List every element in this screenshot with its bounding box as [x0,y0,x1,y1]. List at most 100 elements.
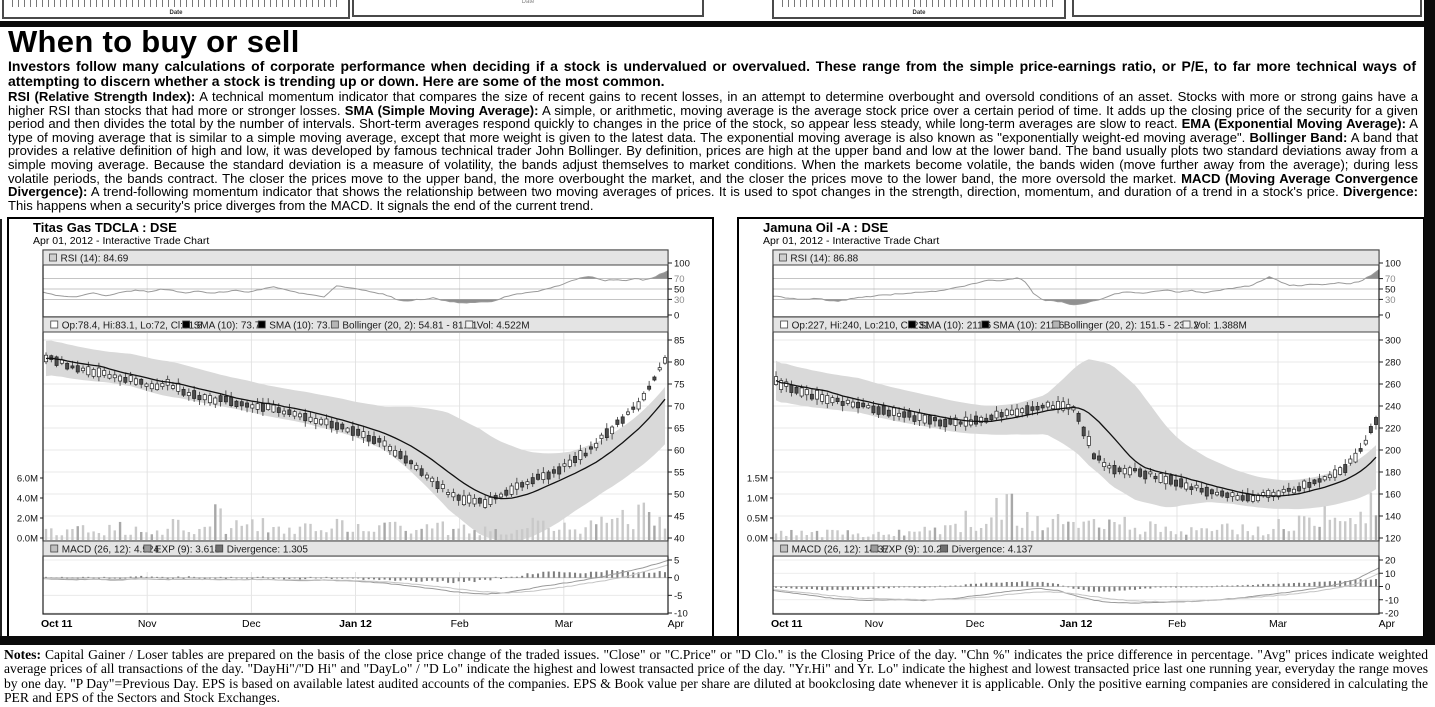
svg-text:80: 80 [674,358,685,369]
svg-text:Op:227, Hi:240, Lo:210, Cl:231: Op:227, Hi:240, Lo:210, Cl:231 [792,321,930,332]
svg-text:Bollinger (20, 2): 151.5 - 235: Bollinger (20, 2): 151.5 - 235.2 [1064,321,1200,332]
svg-text:0: 0 [1385,311,1390,322]
macd-legend-bar [772,540,1380,557]
notes-paragraph: Notes: Capital Gainer / Loser tables are… [4,647,1428,705]
chart-subtitle: Apr 01, 2012 - Interactive Trade Chart [33,235,210,247]
svg-text:240: 240 [1385,402,1401,413]
date-axis-label: Date [912,10,926,16]
svg-text:SMA (10): 211.6: SMA (10): 211.6 [993,321,1065,332]
sma-line [45,357,666,500]
svg-text:1.5M: 1.5M [747,474,768,485]
legend-swatch [215,544,224,553]
svg-text:Bollinger (20, 2): 54.81 - 81.: Bollinger (20, 2): 54.81 - 81.31 [342,321,478,332]
svg-text:SMA (10): 73.7: SMA (10): 73.7 [194,321,261,332]
svg-text:50: 50 [674,490,685,501]
svg-text:Jan 12: Jan 12 [339,618,372,630]
svg-text:70: 70 [1385,274,1396,285]
macd-legend-bar [42,540,669,557]
svg-text:Dec: Dec [966,618,985,630]
intro-paragraph: Investors follow many calculations of co… [8,58,1416,89]
svg-text:30: 30 [1385,295,1396,306]
svg-text:-5: -5 [674,591,682,602]
svg-text:Apr: Apr [1379,618,1396,630]
price-legend-bar [772,316,1380,333]
top-strip: Date Date Date [0,0,1435,21]
macd-series [42,559,669,595]
rsi-line [773,269,1380,306]
page-edge-bar [1424,0,1435,645]
svg-text:0: 0 [674,573,679,584]
legend-swatch [870,544,879,553]
date-axis-label: Date [521,0,535,5]
date-axis-label: Date [169,10,183,16]
rsi-line [42,270,669,304]
trade-chart-canvas: RSI (14): 86.88 Op:227, Hi:240, Lo:210, C… [747,249,1401,630]
svg-text:Divergence: 1.305: Divergence: 1.305 [227,545,309,556]
svg-text:EXP (9): 3.618: EXP (9): 3.618 [155,545,221,556]
svg-text:160: 160 [1385,490,1401,501]
svg-text:50: 50 [674,285,685,296]
svg-text:Oct 11: Oct 11 [41,618,73,630]
svg-text:SMA (10): 73.7: SMA (10): 73.7 [269,321,336,332]
svg-text:100: 100 [1385,259,1401,270]
svg-text:60: 60 [674,446,685,457]
svg-text:Mar: Mar [1269,618,1288,630]
svg-text:SMA (10): 211.6: SMA (10): 211.6 [920,321,992,332]
svg-text:55: 55 [674,468,685,479]
svg-text:1.0M: 1.0M [747,494,768,505]
rsi-series [42,270,669,304]
sma-line [775,380,1377,497]
rsi-series [773,269,1380,306]
svg-text:300: 300 [1385,336,1401,347]
legend-swatch [780,320,789,329]
legend-swatch [330,320,339,329]
svg-text:280: 280 [1385,358,1401,369]
legend-swatch [143,544,152,553]
svg-text:Vol: 1.388M: Vol: 1.388M [1194,321,1247,332]
exp-line [42,564,669,594]
legend-swatch [1182,320,1191,329]
svg-text:Vol: 4.522M: Vol: 4.522M [477,321,530,332]
svg-text:220: 220 [1385,424,1401,435]
definition-term: EMA (Exponential Moving Average): [1181,116,1406,132]
cutoff-chart-box-2: Date [352,0,704,17]
trade-chart-canvas: RSI (14): 84.69 Op:78.4, Hi:83.1, Lo:72, … [17,249,690,630]
svg-text:50: 50 [1385,285,1396,296]
cutoff-chart-box-1: Date [2,0,350,19]
axis-tick-labels [782,0,1056,7]
macd-series [772,567,1380,604]
bollinger-band [776,359,1376,510]
svg-text:70: 70 [674,402,685,413]
svg-text:Divergence: 4.137: Divergence: 4.137 [952,545,1034,556]
price-panel-series [774,359,1378,540]
svg-text:70: 70 [674,274,685,285]
svg-text:40: 40 [674,534,685,545]
legend-swatch [50,544,59,553]
svg-text:RSI (14): 84.69: RSI (14): 84.69 [61,254,129,265]
svg-text:RSI (14): 86.88: RSI (14): 86.88 [790,254,858,265]
definition-term: Bollinger Band: [1249,129,1348,145]
svg-text:MACD (26, 12): 4.924: MACD (26, 12): 4.924 [62,545,160,556]
svg-text:140: 140 [1385,512,1401,523]
svg-text:0.0M: 0.0M [17,534,38,545]
legend-swatch [50,320,59,329]
legend-swatch [257,320,266,329]
chart-jamuna-oil: Jamuna Oil -A : DSE Apr 01, 2012 - Inter… [737,217,1425,639]
rsi-legend-bar [42,249,669,266]
svg-text:20: 20 [1385,556,1396,567]
svg-text:75: 75 [674,380,685,391]
definition-term: MACD (Moving Average Convergence Diverge… [8,170,1418,200]
svg-text:-10: -10 [674,609,688,620]
svg-text:120: 120 [1385,534,1401,545]
legend-swatch [49,253,57,262]
rsi-legend-bar [772,249,1380,266]
price-panel-series [44,340,667,540]
definitions-paragraph: RSI (Relative Strength Index): A technic… [8,89,1418,213]
svg-text:Dec: Dec [242,618,261,630]
svg-text:100: 100 [674,259,690,270]
svg-text:4.0M: 4.0M [17,494,38,505]
svg-text:EXP (9): 10.24: EXP (9): 10.24 [882,545,948,556]
cutoff-chart-box-4 [1072,0,1422,17]
legend-swatch [908,320,916,329]
cutoff-chart-box-3: Date [772,0,1066,19]
